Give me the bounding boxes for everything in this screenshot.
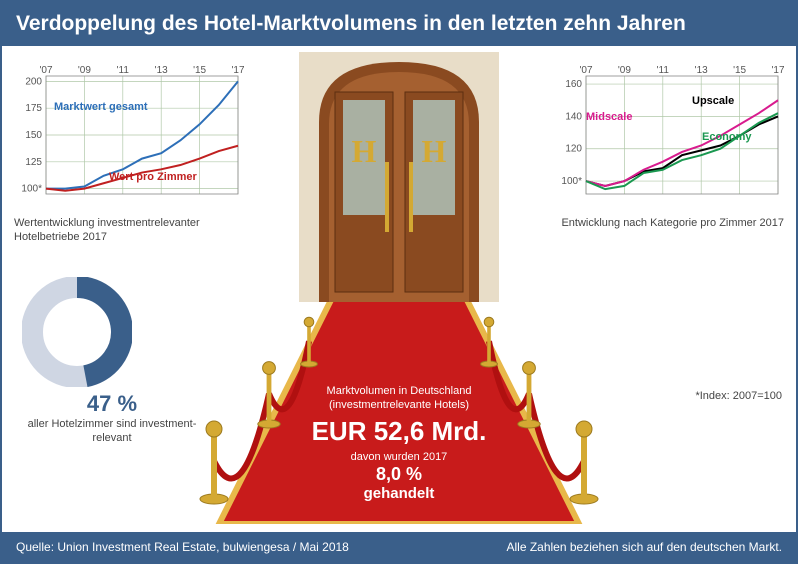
svg-text:Midscale: Midscale bbox=[586, 111, 632, 123]
svg-text:120: 120 bbox=[565, 144, 582, 155]
donut-chart bbox=[22, 277, 132, 387]
svg-text:150: 150 bbox=[25, 130, 42, 141]
chart-right-caption: Entwicklung nach Kategorie pro Zimmer 20… bbox=[554, 216, 784, 230]
svg-text:'07: '07 bbox=[579, 65, 592, 76]
svg-text:125: 125 bbox=[25, 157, 42, 168]
svg-text:'07: '07 bbox=[39, 65, 52, 76]
svg-text:175: 175 bbox=[25, 103, 42, 114]
svg-text:'15: '15 bbox=[193, 65, 206, 76]
door-illustration: HH bbox=[299, 52, 499, 302]
svg-text:Wert pro Zimmer: Wert pro Zimmer bbox=[109, 171, 198, 183]
svg-text:'09: '09 bbox=[618, 65, 631, 76]
svg-text:100*: 100* bbox=[561, 176, 582, 187]
carpet-line1: Marktvolumen in Deutschland (investmentr… bbox=[279, 385, 519, 411]
index-note: *Index: 2007=100 bbox=[695, 390, 782, 402]
svg-text:'17: '17 bbox=[231, 65, 244, 76]
footer-source: Quelle: Union Investment Real Estate, bu… bbox=[16, 540, 349, 554]
chart-left-caption: Wertentwicklung investmentrelevanter Hot… bbox=[14, 216, 244, 245]
carpet-line3: gehandelt bbox=[279, 485, 519, 502]
svg-text:100*: 100* bbox=[21, 184, 42, 195]
footer-note: Alle Zahlen beziehen sich auf den deutsc… bbox=[506, 540, 782, 554]
svg-text:'13: '13 bbox=[695, 65, 708, 76]
carpet-pct: 8,0 % bbox=[279, 464, 519, 485]
svg-text:Economy: Economy bbox=[702, 131, 752, 143]
svg-text:Upscale: Upscale bbox=[692, 95, 734, 107]
svg-text:H: H bbox=[422, 133, 447, 169]
chart-kategorie: 100* 120 140 160 '07 '09 '11 '13 '15 '17 Upscale Mi… bbox=[554, 62, 784, 212]
carpet-text-block: Marktvolumen in Deutschland (investmentr… bbox=[279, 385, 519, 502]
page-title: Verdoppelung des Hotel-Marktvolumens in … bbox=[2, 2, 796, 46]
svg-text:140: 140 bbox=[565, 111, 582, 122]
svg-text:'09: '09 bbox=[78, 65, 91, 76]
chart-marktwert: 100* 125 150 175 200'07 '09 '11 '13 '15 '17 Marktw… bbox=[14, 62, 244, 212]
carpet-line2: davon wurden 2017 bbox=[279, 451, 519, 464]
svg-text:160: 160 bbox=[565, 79, 582, 90]
carpet-big-value: EUR 52,6 Mrd. bbox=[279, 416, 519, 447]
svg-text:'15: '15 bbox=[733, 65, 746, 76]
svg-text:'17: '17 bbox=[771, 65, 784, 76]
svg-text:H: H bbox=[352, 133, 377, 169]
svg-text:'13: '13 bbox=[155, 65, 168, 76]
svg-text:'11: '11 bbox=[657, 65, 670, 76]
svg-text:200: 200 bbox=[25, 76, 42, 87]
svg-text:Marktwert gesamt: Marktwert gesamt bbox=[54, 101, 148, 113]
svg-text:'11: '11 bbox=[117, 65, 130, 76]
